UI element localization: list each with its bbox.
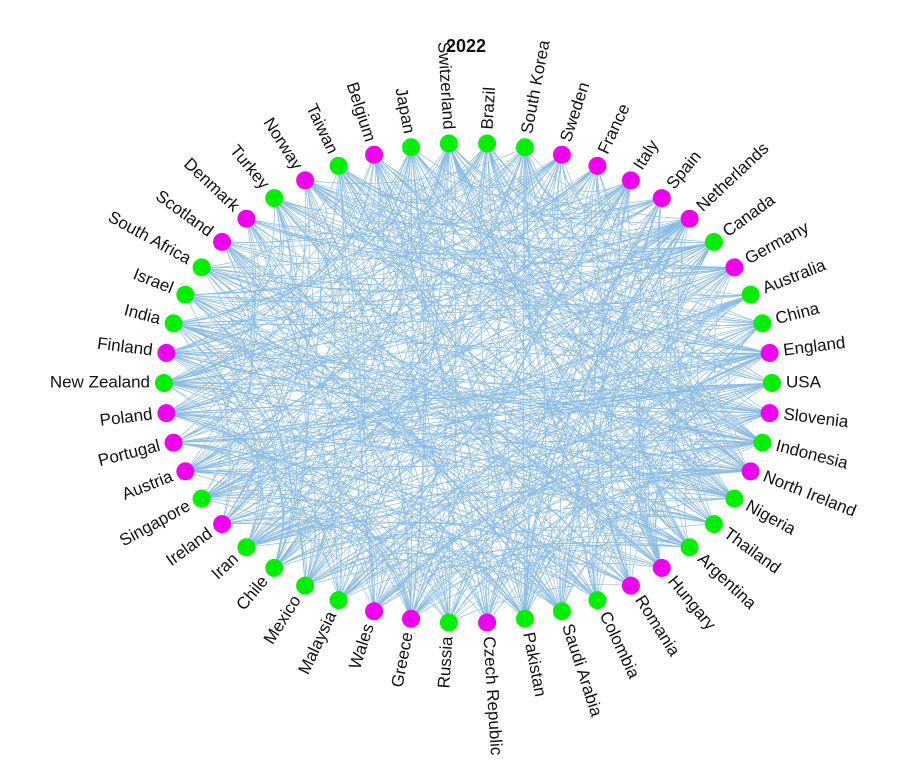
node (621, 171, 640, 190)
node (704, 515, 723, 534)
node (588, 591, 607, 610)
node (439, 134, 458, 153)
node-label: Iran (208, 549, 242, 583)
node (265, 558, 284, 577)
node-label: England (782, 333, 846, 360)
node (621, 576, 640, 595)
node (365, 145, 384, 164)
node-label: Scotland (152, 186, 217, 240)
node-label: Belgium (343, 80, 380, 144)
node-label: Brazil (477, 86, 499, 130)
node (155, 374, 173, 392)
node (725, 258, 744, 277)
node-label: Finland (96, 334, 154, 360)
node-label: Canada (719, 190, 779, 241)
node-label: Hungary (664, 572, 720, 634)
node (552, 145, 571, 164)
node (329, 591, 348, 610)
node (402, 138, 421, 157)
node-label: Japan (391, 86, 418, 135)
node (478, 613, 497, 632)
node-label: Nigeria (743, 496, 800, 539)
node-label: Sweden (556, 80, 593, 144)
node (296, 171, 315, 190)
node (213, 515, 232, 534)
node-label: Australia (760, 255, 829, 297)
node-label: China (773, 298, 821, 328)
node-label: Malaysia (295, 608, 341, 677)
node-label: Israel (131, 264, 177, 297)
node (753, 314, 772, 333)
node (652, 189, 671, 208)
node (157, 404, 176, 423)
node (192, 489, 211, 508)
node (296, 576, 315, 595)
node-label: India (122, 300, 163, 328)
node-label: USA (786, 372, 822, 391)
node (725, 489, 744, 508)
node-label: Chile (232, 572, 271, 614)
node (680, 209, 699, 228)
edges (163, 143, 773, 623)
node (157, 343, 176, 362)
node (237, 209, 256, 228)
node (176, 285, 195, 304)
node (478, 134, 497, 153)
node-label: Spain (663, 147, 705, 193)
node (164, 314, 183, 333)
node (265, 189, 284, 208)
node (588, 156, 607, 175)
node (329, 156, 348, 175)
node-label: Pakistan (519, 631, 550, 699)
node-label: Saudi Arabia (558, 621, 606, 719)
node (704, 232, 723, 251)
node (365, 602, 384, 621)
node-label: Taiwan (302, 101, 342, 157)
node-label: Ireland (162, 524, 215, 570)
node (763, 374, 781, 392)
node-label: Portugal (96, 436, 162, 470)
node-label: Italy (630, 136, 663, 173)
node-label: Germany (742, 217, 813, 268)
node-label: Mexico (260, 592, 305, 648)
edge-bundle (163, 143, 773, 623)
node-label: Czech Republic (479, 636, 505, 757)
node (741, 462, 760, 481)
title: 2022 (446, 36, 486, 56)
node-label: Colombia (596, 608, 644, 682)
node (176, 462, 195, 481)
node (213, 232, 232, 251)
node (680, 538, 699, 557)
node-label: Wales (345, 621, 377, 671)
node (652, 558, 671, 577)
node-label: Turkey (226, 141, 274, 193)
node (192, 258, 211, 277)
node-label: Slovenia (782, 404, 850, 431)
node-label: Norway (260, 114, 307, 173)
node-label: Poland (99, 404, 154, 429)
node-label: New Zealand (50, 372, 150, 391)
node (753, 433, 772, 452)
node (515, 138, 534, 157)
node (515, 609, 534, 628)
node-label: South Korea (517, 38, 553, 135)
node (439, 613, 458, 632)
node (760, 343, 779, 362)
node (741, 285, 760, 304)
node-label: Greece (388, 631, 417, 689)
node-label: Romania (631, 592, 684, 660)
node-label: Indonesia (774, 436, 851, 473)
node-label: France (594, 101, 634, 157)
node (552, 602, 571, 621)
node (164, 433, 183, 452)
node-label: Russia (434, 635, 456, 689)
node (402, 609, 421, 628)
node (760, 404, 779, 423)
node-label: Austria (119, 467, 176, 504)
node (237, 538, 256, 557)
